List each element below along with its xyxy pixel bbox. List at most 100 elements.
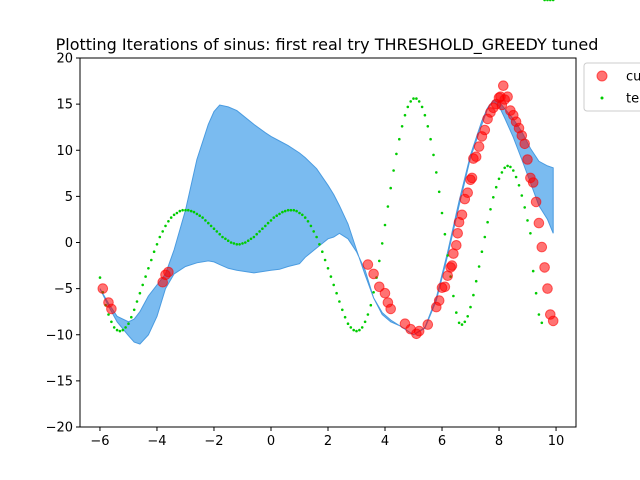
te-point <box>124 326 127 329</box>
te-point <box>135 300 139 303</box>
te-point <box>207 221 210 225</box>
cu-point <box>530 196 542 208</box>
te-point <box>255 232 258 236</box>
te-point <box>209 224 213 228</box>
te-point <box>261 227 264 230</box>
cu-point <box>542 283 553 294</box>
y-tick-label: 10 <box>56 144 73 159</box>
y-tick-label: −5 <box>54 282 73 297</box>
te-point <box>264 224 267 228</box>
te-point <box>395 152 398 156</box>
te-point <box>417 100 421 103</box>
te-point <box>298 211 301 215</box>
te-point <box>292 208 296 212</box>
te-point <box>492 196 495 199</box>
te-point <box>483 235 487 239</box>
cu-point <box>456 209 468 221</box>
te-point <box>514 175 518 179</box>
legend-label-cu: cu <box>626 70 640 85</box>
te-point <box>115 328 119 332</box>
y-tick-label: −20 <box>46 421 73 436</box>
cu-point <box>385 303 397 315</box>
te-point <box>343 315 347 319</box>
te-point <box>178 209 182 213</box>
cu-point <box>473 141 485 152</box>
te-point <box>358 328 361 332</box>
te-point <box>155 243 159 246</box>
te-point <box>526 219 529 222</box>
te-point <box>426 125 430 128</box>
cu-point <box>362 259 374 270</box>
te-point <box>341 308 344 312</box>
te-point <box>184 208 187 212</box>
te-point <box>400 125 404 128</box>
te-point <box>509 165 512 169</box>
te-point <box>318 243 321 246</box>
y-tick-label: −10 <box>46 328 73 343</box>
te-point <box>321 250 324 253</box>
cu-point <box>446 260 458 271</box>
te-point <box>130 315 133 319</box>
te-point <box>474 279 478 283</box>
te-point <box>141 283 144 287</box>
y-tick-label: −15 <box>46 374 73 389</box>
te-point <box>175 211 179 215</box>
te-point <box>283 209 287 213</box>
te-point <box>301 213 304 217</box>
te-point <box>480 250 484 253</box>
cu-point <box>533 217 545 229</box>
cu-point <box>413 325 425 337</box>
te-point <box>534 291 538 295</box>
te-point <box>158 235 162 239</box>
cu-point <box>439 281 451 293</box>
te-point <box>289 208 293 212</box>
te-point <box>346 322 350 326</box>
te-point <box>306 220 310 223</box>
te-point <box>252 235 256 239</box>
x-tick-label: −6 <box>90 434 109 449</box>
te-point <box>332 283 336 287</box>
te-point <box>161 230 164 233</box>
legend: cu te <box>583 62 640 112</box>
cu-point <box>452 228 464 239</box>
te-point <box>360 326 364 329</box>
te-point <box>477 265 481 268</box>
te-point <box>246 239 250 242</box>
cu-point <box>522 154 533 165</box>
te-point <box>409 100 413 103</box>
cu-point <box>498 80 509 91</box>
cu-point <box>368 268 379 280</box>
te-point <box>455 311 458 314</box>
cu-series-layer <box>97 80 559 340</box>
te-point <box>329 275 333 278</box>
te-point <box>466 315 470 318</box>
te-point <box>215 230 219 233</box>
x-tick-label: −2 <box>204 434 223 449</box>
te-point <box>195 212 199 216</box>
chart-title: Plotting Iterations of sinus: first real… <box>56 35 599 55</box>
te-point <box>355 329 358 333</box>
te-point <box>309 224 313 228</box>
te-point <box>378 259 381 263</box>
cu-point <box>462 187 474 198</box>
te-point <box>406 105 410 109</box>
te-point <box>335 291 338 295</box>
te-point <box>323 258 327 262</box>
te-point <box>121 328 125 332</box>
te-point <box>241 242 244 245</box>
te-point <box>181 208 184 212</box>
te-point <box>469 305 472 309</box>
te-point <box>232 242 236 245</box>
te-point <box>497 177 501 181</box>
te-point <box>537 313 541 316</box>
te-point <box>420 105 424 109</box>
x-tick-label: −4 <box>147 434 166 449</box>
te-point <box>398 137 401 141</box>
te-point <box>198 214 201 217</box>
te-series-layer <box>98 0 555 333</box>
te-point <box>529 232 532 235</box>
cu-point <box>433 295 445 306</box>
te-point <box>366 313 370 316</box>
te-point <box>201 216 204 219</box>
